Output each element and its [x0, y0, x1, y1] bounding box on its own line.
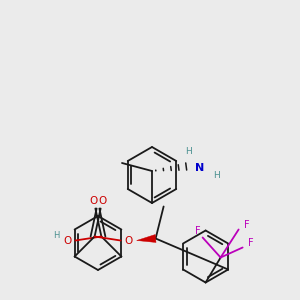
Text: H: H: [184, 148, 191, 157]
Text: O: O: [98, 196, 107, 206]
Text: F: F: [248, 238, 254, 248]
Text: F: F: [195, 226, 200, 236]
Text: F: F: [244, 220, 249, 230]
Polygon shape: [136, 235, 156, 242]
Text: H: H: [53, 231, 60, 240]
Text: O: O: [124, 236, 133, 245]
Text: O: O: [89, 196, 98, 206]
Text: O: O: [63, 236, 71, 245]
Text: N: N: [195, 163, 205, 173]
Text: H: H: [213, 172, 219, 181]
